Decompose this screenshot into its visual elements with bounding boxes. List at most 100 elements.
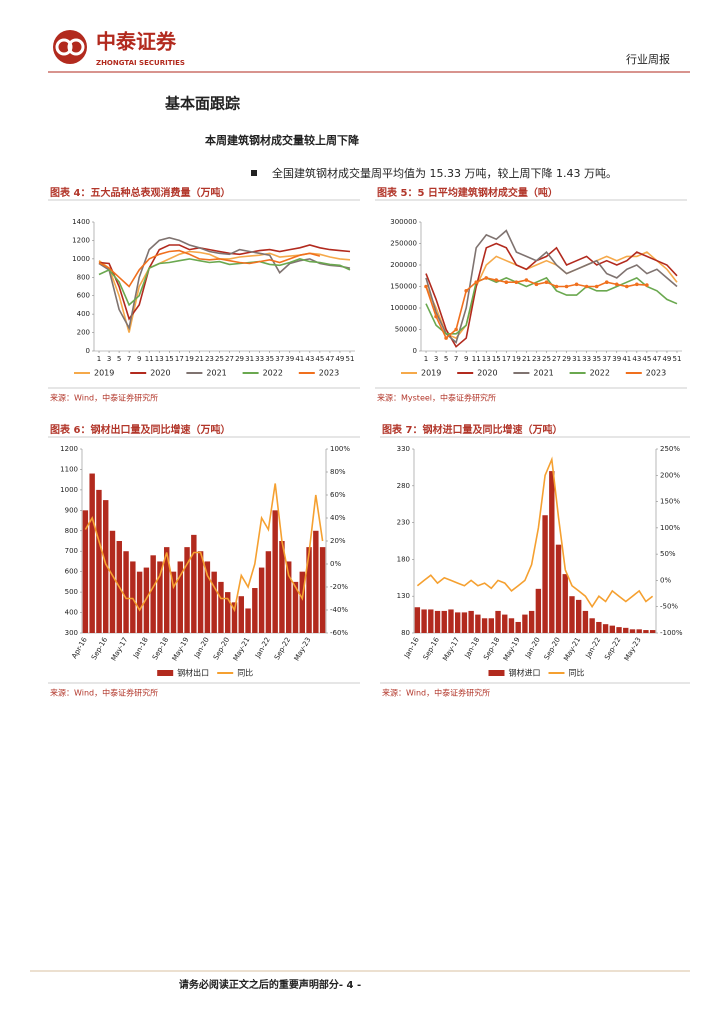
y-tick-label: 1100: [60, 465, 78, 473]
x-tick-label: May-19: [502, 636, 522, 662]
point: [645, 283, 649, 287]
x-tick-label: May-17: [110, 636, 130, 662]
x-tick-label: 17: [175, 355, 184, 363]
point: [494, 278, 499, 282]
x-tick-label: 41: [295, 355, 304, 363]
x-tick-label: 7: [454, 355, 458, 363]
y-tick-label: 600: [77, 292, 90, 300]
x-tick-label: Sep-22: [603, 636, 622, 661]
y-tick-label: 500: [65, 588, 78, 596]
x-tick-label: 35: [592, 355, 601, 363]
legend-label: 2022: [590, 369, 610, 378]
x-tick-label: May-23: [293, 636, 313, 662]
x-tick-label: Sep-18: [482, 636, 501, 661]
x-tick-label: 25: [215, 355, 224, 363]
x-tick-label: 23: [205, 355, 214, 363]
y-tick-label: 150000: [390, 283, 417, 291]
x-tick-label: 39: [285, 355, 294, 363]
x-tick-label: Jan-20: [523, 636, 542, 660]
bar: [428, 609, 434, 633]
bar: [238, 596, 244, 633]
x-tick-label: 15: [492, 355, 501, 363]
chart-source: 来源：Wind，中泰证券研究所: [50, 688, 158, 698]
bar: [616, 627, 622, 633]
x-tick-label: 5: [117, 355, 121, 363]
x-tick-label: 27: [225, 355, 234, 363]
bar: [488, 618, 494, 633]
x-tick-label: Jan-18: [131, 636, 150, 660]
x-tick-label: 45: [315, 355, 324, 363]
point: [594, 284, 599, 289]
series-line: [425, 251, 678, 340]
y-tick-label: 200%: [660, 471, 680, 479]
y-tick-label: 250%: [660, 445, 680, 453]
bar: [414, 607, 421, 633]
x-tick-label: 31: [572, 355, 581, 363]
point: [474, 280, 479, 285]
section-title: 基本面跟踪: [164, 95, 240, 113]
legend-label: 2021: [533, 369, 553, 378]
bar: [468, 610, 474, 633]
point: [635, 282, 639, 287]
y-tick-label: 700: [65, 547, 78, 555]
x-tick-label: 43: [305, 355, 314, 363]
x-tick-label: 21: [522, 355, 531, 363]
y-tick-label: 0: [413, 347, 417, 355]
x-tick-label: Jan-16: [402, 636, 421, 661]
y-tick-label: 150%: [660, 498, 680, 506]
legend-label: 2020: [150, 369, 170, 378]
y-tick-label: 60%: [330, 491, 346, 499]
point: [484, 276, 489, 280]
bar: [265, 551, 272, 633]
bar: [455, 612, 461, 633]
y-tick-label: 280: [397, 482, 410, 490]
point: [584, 284, 589, 289]
bar: [82, 510, 89, 633]
legend-label: 2023: [646, 369, 666, 378]
bar: [596, 621, 602, 633]
bar: [649, 630, 656, 633]
x-tick-label: Sep-20: [212, 636, 231, 661]
bar: [218, 581, 224, 633]
bar: [150, 555, 156, 633]
bullet-mark: [251, 170, 257, 176]
x-tick-label: 3: [434, 355, 438, 363]
x-tick-label: 19: [512, 355, 521, 363]
legend-label: 2021: [206, 369, 226, 378]
bar: [609, 625, 615, 633]
bar: [103, 500, 109, 633]
legend-label: 2019: [421, 369, 441, 378]
bar: [589, 618, 595, 633]
y-tick-label: -50%: [660, 603, 678, 611]
bar: [164, 547, 170, 633]
bar: [535, 588, 542, 633]
bar: [252, 588, 258, 633]
x-tick-label: May-17: [441, 636, 461, 662]
legend-label: 2020: [477, 369, 497, 378]
x-tick-label: 33: [255, 355, 264, 363]
x-tick-label: 25: [542, 355, 551, 363]
bar: [292, 581, 299, 633]
point: [554, 284, 559, 289]
bar: [481, 618, 488, 633]
point: [574, 282, 579, 287]
bullet-text: 全国建筑钢材成交量周平均值为 15.33 万吨，较上周下降 1.43 万吨。: [272, 166, 617, 180]
x-tick-label: 19: [185, 355, 194, 363]
x-tick-label: 43: [632, 355, 641, 363]
report-type: 行业周报: [626, 52, 670, 66]
x-tick-label: 3: [107, 355, 111, 363]
footer: 请务必阅读正文之后的重要声明部分- 4 -: [179, 978, 361, 991]
bar: [495, 610, 501, 633]
y-tick-label: 40%: [330, 514, 346, 522]
bar: [245, 608, 251, 633]
legend-swatch: [157, 670, 174, 676]
y-tick-label: 300000: [390, 218, 417, 226]
series-line: [98, 258, 351, 307]
x-tick-label: 49: [335, 355, 344, 363]
point: [514, 280, 519, 285]
series-line: [98, 249, 321, 288]
x-tick-label: May-23: [623, 636, 643, 662]
bar: [123, 551, 129, 633]
bar: [528, 610, 535, 633]
